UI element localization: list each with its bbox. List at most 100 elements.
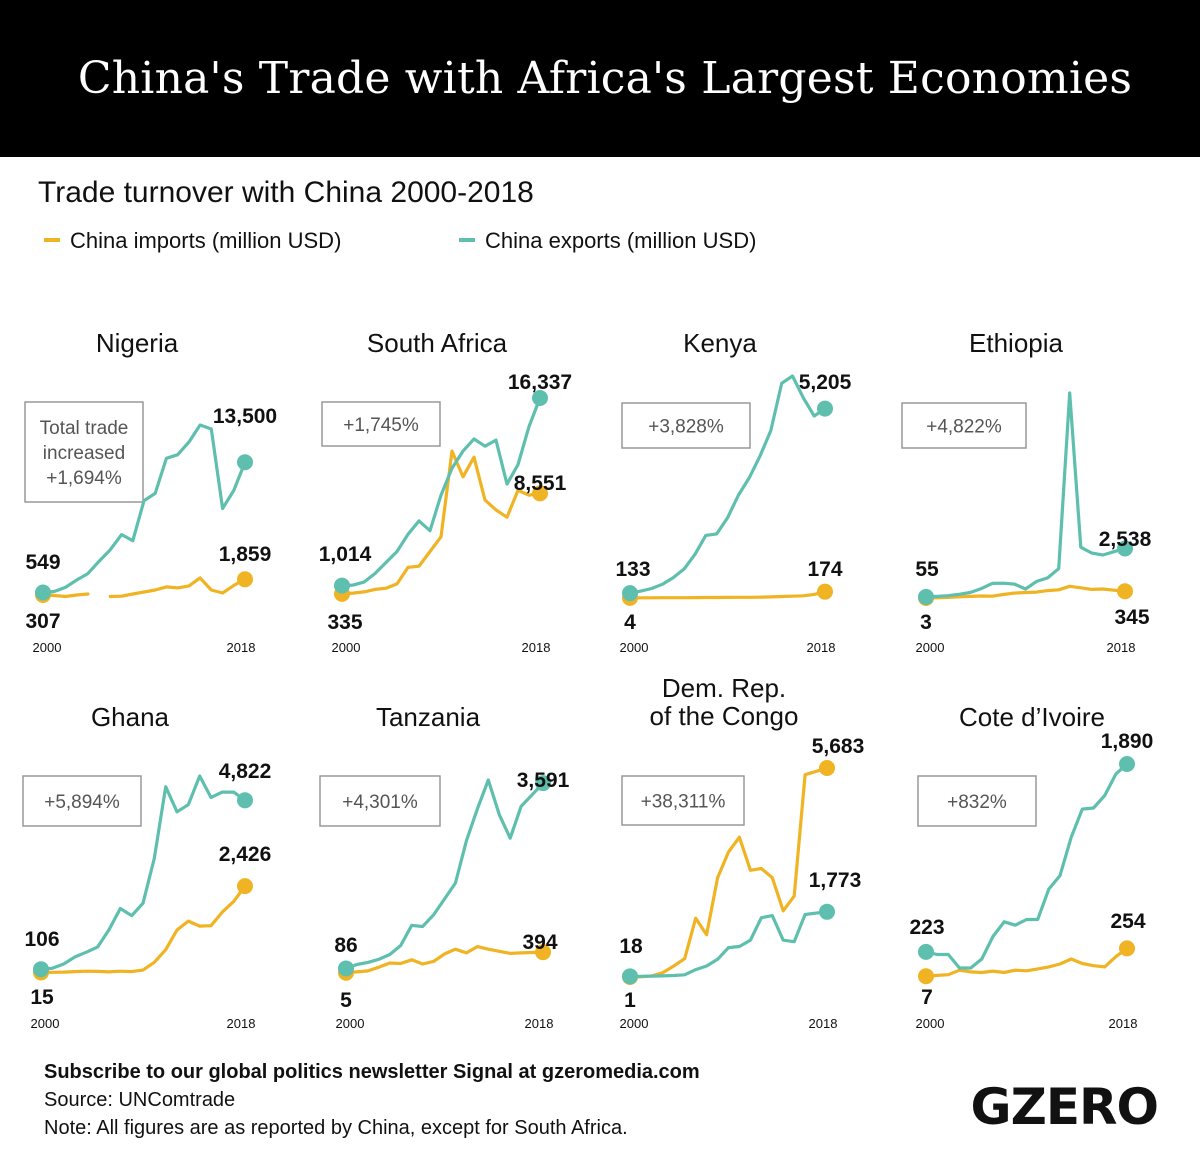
exports-start-label-ghana: 106: [24, 928, 59, 951]
growth-label-cote-d-ivoire: +832%: [947, 792, 1007, 813]
page-title: China's Trade with Africa's Largest Econ…: [77, 53, 1133, 104]
series-line-imports-dem-rep-of-the-congo: [628, 766, 829, 979]
series-line-exports-dem-rep-of-the-congo: [628, 910, 829, 978]
exports-end-label-nigeria: 13,500: [213, 405, 277, 428]
start-point-exports-south-africa: [334, 577, 350, 594]
x-start-label-nigeria: 2000: [33, 640, 62, 655]
series-line-exports-ethiopia: [924, 391, 1127, 599]
imports-start-label-south-africa: 335: [327, 611, 362, 634]
growth-label-nigeria-line-2: increased: [43, 443, 125, 464]
footer-note: Note: All figures are as reported by Chi…: [44, 1117, 628, 1139]
small-multiples: Nigeria Total trade increased +1,694% 549 13,…: [22, 328, 1153, 1031]
imports-end-label-nigeria: 1,859: [219, 543, 272, 566]
chart-panel-nigeria: Nigeria Total trade increased +1,694% 549 13,…: [24, 328, 277, 655]
x-start-label-ghana: 2000: [31, 1016, 60, 1031]
start-point-exports-dem-rep-of-the-congo: [622, 968, 638, 985]
chart-title-south-africa: South Africa: [367, 328, 508, 358]
growth-label-ghana: +5,894%: [44, 792, 120, 813]
chart-title-ghana: Ghana: [91, 702, 170, 732]
legend-swatch-imports: [44, 238, 60, 243]
growth-label-ethiopia: +4,822%: [926, 417, 1002, 438]
series-line-exports-south-africa: [340, 396, 542, 588]
imports-end-label-south-africa: 8,551: [514, 472, 567, 495]
x-end-label-ghana: 2018: [227, 1016, 256, 1031]
growth-box-south-africa: [321, 401, 441, 447]
legend-item-imports: China imports (million USD): [44, 228, 341, 254]
end-point-imports-cote-d-ivoire: [1119, 940, 1135, 957]
x-start-label-tanzania: 2000: [336, 1016, 365, 1031]
exports-start-label-cote-d-ivoire: 223: [909, 916, 944, 939]
x-end-label-kenya: 2018: [807, 640, 836, 655]
chart-panel-cote-d-ivoire: Cote d’Ivoire +832% 223 1,890 7 254 2000 2018: [909, 702, 1153, 1031]
title-bar: China's Trade with Africa's Largest Econ…: [0, 0, 1200, 157]
footer: Subscribe to our global politics newslet…: [44, 1058, 700, 1142]
x-start-label-south-africa: 2000: [332, 640, 361, 655]
exports-end-label-tanzania: 3,591: [517, 769, 570, 792]
exports-start-label-ethiopia: 55: [915, 558, 939, 581]
end-point-exports-cote-d-ivoire: [1119, 756, 1135, 772]
series-line-imports-cote-d-ivoire: [924, 946, 1129, 978]
exports-end-label-ghana: 4,822: [219, 760, 272, 783]
series-line-exports-tanzania: [344, 778, 545, 971]
imports-start-label-ghana: 15: [30, 986, 54, 1009]
series-line-imports-kenya: [628, 590, 827, 600]
end-point-imports-ethiopia: [1117, 583, 1133, 600]
exports-end-label-dem-rep-of-the-congo: 1,773: [809, 869, 862, 892]
start-point-exports-tanzania: [338, 960, 354, 977]
growth-box-kenya: [621, 402, 751, 449]
end-point-imports-nigeria: [237, 571, 253, 588]
end-point-exports-ethiopia: [1117, 540, 1133, 557]
end-point-imports-south-africa: [532, 485, 548, 502]
end-point-imports-kenya: [817, 583, 833, 600]
end-point-imports-tanzania: [535, 944, 551, 961]
start-point-imports-cote-d-ivoire: [918, 968, 934, 985]
x-end-label-ethiopia: 2018: [1107, 640, 1136, 655]
chart-title-dem-rep-of-the-congo-line-2: of the Congo: [650, 701, 799, 731]
footer-subscribe: Subscribe to our global politics newslet…: [44, 1061, 700, 1083]
imports-start-label-ethiopia: 3: [920, 611, 932, 634]
x-end-label-tanzania: 2018: [525, 1016, 554, 1031]
series-line-exports-kenya: [628, 374, 827, 595]
chart-title-kenya: Kenya: [683, 328, 757, 358]
exports-end-label-south-africa: 16,337: [508, 371, 572, 394]
chart-title-tanzania: Tanzania: [376, 702, 481, 732]
end-point-exports-kenya: [817, 400, 833, 417]
end-point-exports-ghana: [237, 792, 253, 809]
x-end-label-nigeria: 2018: [227, 640, 256, 655]
growth-label-south-africa: +1,745%: [343, 415, 419, 436]
growth-box-tanzania: [319, 775, 441, 827]
chart-panel-kenya: Kenya +3,828% 133 5,205 4 174 2000 2018: [615, 328, 851, 655]
exports-start-label-nigeria: 549: [25, 551, 60, 574]
growth-box-cote-d-ivoire: [917, 775, 1037, 827]
imports-end-label-ethiopia: 345: [1114, 606, 1149, 629]
x-end-label-dem-rep-of-the-congo: 2018: [809, 1016, 838, 1031]
chart-panel-ethiopia: Ethiopia +4,822% 55 2,538 3 345 2000 2018: [901, 328, 1152, 655]
series-line-exports-cote-d-ivoire: [924, 762, 1129, 970]
exports-start-label-south-africa: 1,014: [319, 543, 372, 566]
growth-label-nigeria-line-3: +1,694%: [46, 468, 122, 489]
chart-title-dem-rep-of-the-congo-line-1: Dem. Rep.: [662, 673, 786, 703]
imports-start-label-dem-rep-of-the-congo: 1: [624, 989, 636, 1012]
legend-item-exports: China exports (million USD): [459, 228, 756, 254]
series-line-imports-tanzania: [344, 945, 545, 975]
end-point-exports-tanzania: [535, 775, 551, 792]
legend-label-exports: China exports (million USD): [485, 228, 757, 253]
imports-end-label-kenya: 174: [807, 558, 842, 581]
chart-panel-dem-rep-of-the-congo: Dem. Rep.of the Congo +38,311% 18 1,773 1 5,6…: [619, 673, 864, 1031]
imports-end-label-ghana: 2,426: [219, 843, 272, 866]
chart-panel-tanzania: Tanzania +4,301% 86 3,591 5 394 2000 2018: [319, 702, 570, 1031]
chart-subtitle: Trade turnover with China 2000-2018: [38, 176, 534, 209]
chart-title-cote-d-ivoire: Cote d’Ivoire: [959, 702, 1105, 732]
chart-panel-ghana: Ghana +5,894% 106 4,822 15 2,426 2000 2018: [22, 702, 272, 1031]
growth-label-nigeria-line-1: Total trade: [40, 418, 129, 439]
x-start-label-cote-d-ivoire: 2000: [916, 1016, 945, 1031]
exports-end-label-cote-d-ivoire: 1,890: [1101, 730, 1154, 753]
exports-end-label-kenya: 5,205: [799, 371, 852, 394]
exports-start-label-kenya: 133: [615, 558, 650, 581]
x-start-label-dem-rep-of-the-congo: 2000: [620, 1016, 649, 1031]
end-point-exports-south-africa: [532, 390, 548, 406]
end-point-imports-ghana: [237, 878, 253, 895]
imports-end-label-tanzania: 394: [522, 931, 557, 954]
x-start-label-kenya: 2000: [620, 640, 649, 655]
growth-label-tanzania: +4,301%: [342, 792, 418, 813]
